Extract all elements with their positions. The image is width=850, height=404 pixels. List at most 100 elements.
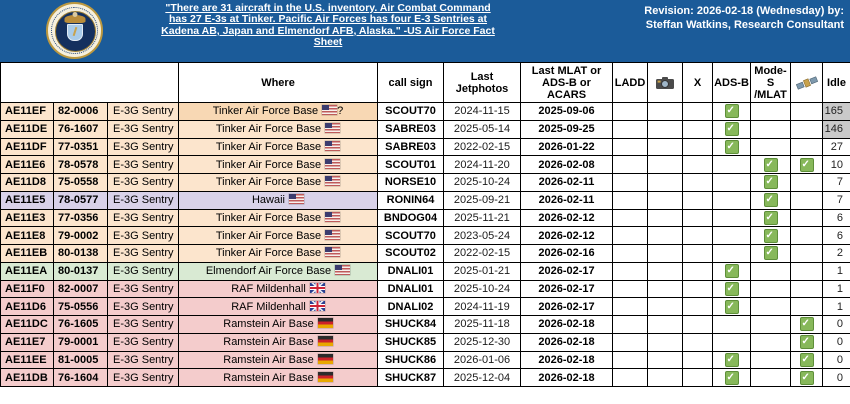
ladd-check-cell[interactable] <box>612 261 648 281</box>
header-call-sign[interactable]: call sign <box>377 62 444 103</box>
satellite-check-cell[interactable] <box>790 244 823 263</box>
header-where[interactable]: Where <box>178 62 378 103</box>
adsb-check-cell[interactable] <box>712 137 751 157</box>
type-cell[interactable]: E-3G Sentry <box>107 137 179 157</box>
camera-check-cell[interactable] <box>647 332 683 352</box>
where-cell[interactable]: Hawaii <box>178 190 378 210</box>
where-cell[interactable]: Ramstein Air Base <box>178 315 378 334</box>
callsign-cell[interactable]: SABRE03 <box>377 137 444 157</box>
type-cell[interactable]: E-3G Sentry <box>107 315 179 334</box>
x-check-cell[interactable] <box>682 332 713 352</box>
hex-cell[interactable]: AE11E6 <box>0 155 54 174</box>
header-adsb[interactable]: ADS-B <box>712 62 751 103</box>
jetphotos-cell[interactable]: 2025-05-14 <box>443 119 521 139</box>
idle-cell[interactable]: 0 <box>822 368 850 387</box>
x-check-cell[interactable] <box>682 208 713 228</box>
idle-cell[interactable]: 1 <box>822 297 850 316</box>
mode_s-check-cell[interactable] <box>750 190 791 210</box>
camera-check-cell[interactable] <box>647 226 683 245</box>
ladd-check-cell[interactable] <box>612 119 648 139</box>
jetphotos-cell[interactable]: 2025-12-04 <box>443 368 521 387</box>
type-cell[interactable]: E-3G Sentry <box>107 244 179 263</box>
header-empty-cell[interactable] <box>0 62 179 103</box>
header-last-jetphotos[interactable]: Last Jetphotos <box>443 62 521 103</box>
header-ladd[interactable]: LADD <box>612 62 648 103</box>
type-cell[interactable]: E-3G Sentry <box>107 226 179 245</box>
where-cell[interactable]: Ramstein Air Base <box>178 350 378 370</box>
mode_s-check-cell[interactable] <box>750 173 791 192</box>
where-cell[interactable]: RAF Mildenhall <box>178 279 378 299</box>
ladd-check-cell[interactable] <box>612 155 648 174</box>
hex-cell[interactable]: AE11DC <box>0 315 54 334</box>
mode_s-check-cell[interactable] <box>750 279 791 299</box>
mlat-cell[interactable]: 2026-02-12 <box>520 226 613 245</box>
type-cell[interactable]: E-3G Sentry <box>107 102 179 121</box>
mlat-cell[interactable]: 2026-02-16 <box>520 244 613 263</box>
adsb-check-cell[interactable] <box>712 332 751 352</box>
camera-check-cell[interactable] <box>647 297 683 316</box>
camera-check-cell[interactable] <box>647 368 683 387</box>
mlat-cell[interactable]: 2026-02-18 <box>520 332 613 352</box>
header-satellite[interactable] <box>790 62 823 103</box>
hex-cell[interactable]: AE11DE <box>0 119 54 139</box>
mlat-cell[interactable]: 2025-09-25 <box>520 119 613 139</box>
mode_s-check-cell[interactable] <box>750 244 791 263</box>
mlat-cell[interactable]: 2026-02-08 <box>520 155 613 174</box>
satellite-check-cell[interactable] <box>790 173 823 192</box>
ladd-check-cell[interactable] <box>612 279 648 299</box>
satellite-check-cell[interactable] <box>790 190 823 210</box>
idle-cell[interactable]: 165 <box>822 102 850 121</box>
mode_s-check-cell[interactable] <box>750 208 791 228</box>
mlat-cell[interactable]: 2026-02-17 <box>520 261 613 281</box>
adsb-check-cell[interactable] <box>712 190 751 210</box>
callsign-cell[interactable]: DNALI02 <box>377 297 444 316</box>
type-cell[interactable]: E-3G Sentry <box>107 350 179 370</box>
ladd-check-cell[interactable] <box>612 226 648 245</box>
mode_s-check-cell[interactable] <box>750 226 791 245</box>
adsb-check-cell[interactable] <box>712 315 751 334</box>
adsb-check-cell[interactable] <box>712 297 751 316</box>
hex-cell[interactable]: AE11EA <box>0 261 54 281</box>
idle-cell[interactable]: 0 <box>822 350 850 370</box>
x-check-cell[interactable] <box>682 173 713 192</box>
hex-cell[interactable]: AE11D6 <box>0 297 54 316</box>
satellite-check-cell[interactable] <box>790 102 823 121</box>
mlat-cell[interactable]: 2026-02-11 <box>520 173 613 192</box>
callsign-cell[interactable]: NORSE10 <box>377 173 444 192</box>
jetphotos-cell[interactable]: 2025-10-24 <box>443 279 521 299</box>
where-cell[interactable]: Elmendorf Air Force Base <box>178 261 378 281</box>
jetphotos-cell[interactable]: 2025-01-21 <box>443 261 521 281</box>
callsign-cell[interactable]: DNALI01 <box>377 279 444 299</box>
jetphotos-cell[interactable]: 2026-01-06 <box>443 350 521 370</box>
hex-cell[interactable]: AE11EB <box>0 244 54 263</box>
satellite-check-cell[interactable] <box>790 208 823 228</box>
serial-cell[interactable]: 76-1604 <box>53 368 108 387</box>
mode_s-check-cell[interactable] <box>750 297 791 316</box>
satellite-check-cell[interactable] <box>790 119 823 139</box>
camera-check-cell[interactable] <box>647 155 683 174</box>
where-cell[interactable]: Tinker Air Force Base <box>178 155 378 174</box>
serial-cell[interactable]: 77-0356 <box>53 208 108 228</box>
camera-check-cell[interactable] <box>647 208 683 228</box>
camera-check-cell[interactable] <box>647 137 683 157</box>
mlat-cell[interactable]: 2026-02-17 <box>520 297 613 316</box>
satellite-check-cell[interactable] <box>790 226 823 245</box>
hex-cell[interactable]: AE11DF <box>0 137 54 157</box>
type-cell[interactable]: E-3G Sentry <box>107 155 179 174</box>
jetphotos-cell[interactable]: 2025-12-30 <box>443 332 521 352</box>
hex-cell[interactable]: AE11E5 <box>0 190 54 210</box>
ladd-check-cell[interactable] <box>612 368 648 387</box>
adsb-check-cell[interactable] <box>712 244 751 263</box>
x-check-cell[interactable] <box>682 137 713 157</box>
header-camera[interactable] <box>647 62 683 103</box>
satellite-check-cell[interactable] <box>790 315 823 334</box>
where-cell[interactable]: RAF Mildenhall <box>178 297 378 316</box>
where-cell[interactable]: Tinker Air Force Base <box>178 226 378 245</box>
callsign-cell[interactable]: SCOUT70 <box>377 226 444 245</box>
x-check-cell[interactable] <box>682 297 713 316</box>
ladd-check-cell[interactable] <box>612 208 648 228</box>
mlat-cell[interactable]: 2026-02-12 <box>520 208 613 228</box>
type-cell[interactable]: E-3G Sentry <box>107 208 179 228</box>
adsb-check-cell[interactable] <box>712 208 751 228</box>
type-cell[interactable]: E-3G Sentry <box>107 279 179 299</box>
